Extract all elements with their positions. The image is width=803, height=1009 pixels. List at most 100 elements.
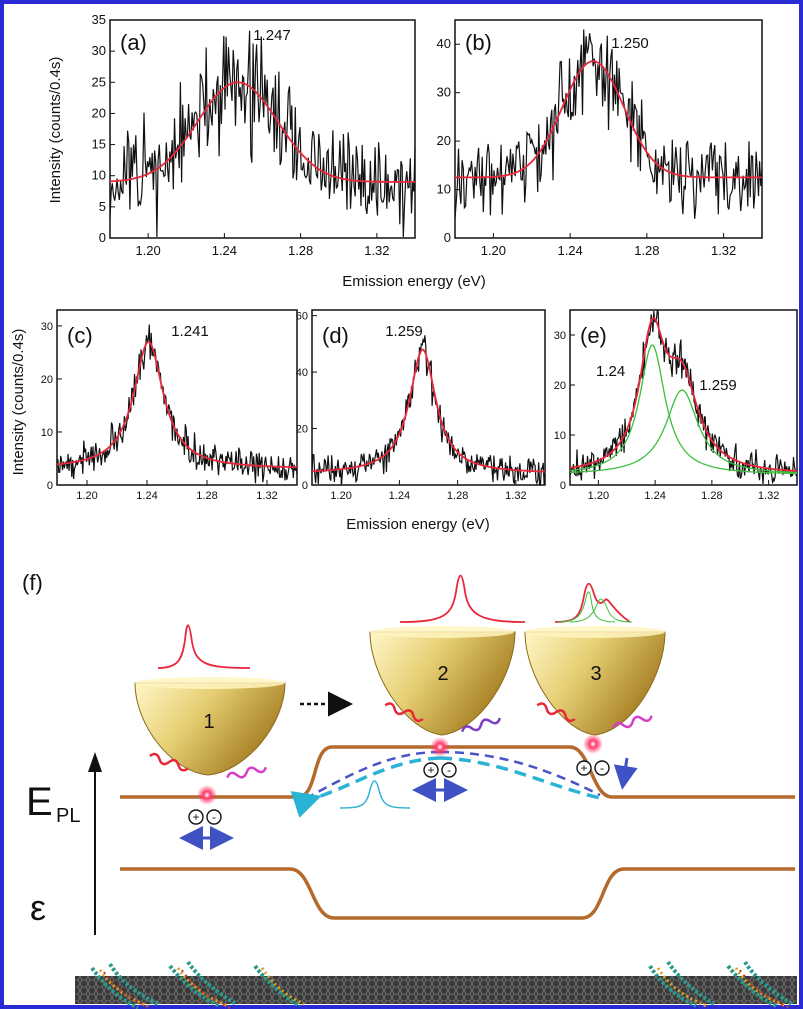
exciton-2: + -: [423, 762, 457, 778]
x-tick-label: 1.24: [389, 490, 410, 502]
fit-component-2: [570, 389, 797, 474]
x-tick-label: 1.24: [136, 490, 157, 502]
panel-label: (e): [580, 323, 607, 348]
diagram-f: (f) E PL ε 1: [22, 570, 797, 1009]
panel-b: 1.20 1.24 1.28 1.32 0 10 20 30 40 (b) 1.250: [437, 19, 763, 258]
y-tick-label: 5: [99, 199, 106, 214]
tip-2-spectrum: [399, 574, 526, 623]
nanotube-body: [75, 976, 797, 1004]
y-tick-label: 35: [92, 12, 106, 27]
y-tick-label: 60: [296, 311, 308, 323]
x-tick-label: 1.28: [288, 243, 313, 258]
tip-3-label: 3: [590, 663, 601, 685]
peak-label: 1.259: [385, 323, 423, 340]
y-tick-label: 10: [437, 182, 451, 197]
hole-3-sign: +: [580, 761, 587, 775]
x-tick-label: 1.24: [644, 490, 665, 502]
y-tick-label: 30: [92, 43, 106, 58]
hole-3: [576, 760, 592, 776]
hole-2: [423, 762, 439, 778]
y-tick-label: 40: [296, 367, 308, 379]
x-axis-label-top: Emission energy (eV): [342, 273, 485, 290]
y-tick-label: 20: [554, 380, 566, 392]
panel-d: 1.20 1.24 1.28 1.32 0 20 40 60 (d) 1.259: [296, 309, 546, 502]
data-trace: [454, 29, 763, 219]
tip-1: 1: [134, 624, 286, 850]
exciton-3: + -: [576, 760, 610, 776]
tip-3-wave-red: [536, 702, 576, 723]
epsilon-band: [120, 867, 795, 920]
fit-curve: [455, 60, 762, 179]
tip-1-label: 1: [203, 711, 214, 733]
tip-3: 3: [524, 582, 666, 790]
electron-1: [206, 809, 222, 825]
dna-strands-red: [103, 969, 791, 1009]
diffusion-path-right-cyan: [439, 756, 601, 800]
tip-3-top: [525, 626, 665, 638]
peak-label: 1.247: [253, 27, 291, 44]
hole-2-sign: +: [427, 763, 434, 777]
electron-2: [441, 762, 457, 778]
y-axis-label-bottom: Intensity (counts/0.4s): [10, 329, 27, 476]
hole-1: [188, 809, 204, 825]
x-tick-label: 1.20: [135, 243, 160, 258]
y-tick-label: 25: [92, 74, 106, 89]
data-trace: [56, 324, 298, 484]
x-tick-label: 1.20: [330, 490, 351, 502]
x-axis-label-bottom: Emission energy (eV): [346, 516, 489, 533]
tip-2-hotspot: [430, 737, 450, 757]
x-tick-label: 1.32: [758, 490, 779, 502]
y-tick-label: 30: [554, 330, 566, 342]
x-tick-label: 1.24: [212, 243, 237, 258]
tip-2-wave-purple: [461, 717, 502, 733]
tip-1-wave-magenta: [226, 766, 268, 779]
tip-2-body: [369, 631, 516, 736]
tip-3-component-1: [557, 591, 616, 623]
plot-frame: [569, 309, 798, 486]
diffusion-path-right-blue: [439, 750, 601, 797]
y-tick-label: 30: [437, 85, 451, 100]
y-tick-label: 10: [554, 430, 566, 442]
tip-1-body: [134, 682, 286, 776]
x-tick-label: 1.20: [588, 490, 609, 502]
panel-c: 1.20 1.24 1.28 1.32 0 10 20 30 (c) 1.241: [41, 309, 298, 502]
panel-label: (b): [465, 30, 492, 55]
y-tick-label: 40: [437, 36, 451, 51]
y-tick-label: 30: [41, 321, 53, 333]
hole-1-sign: +: [192, 810, 199, 824]
y-tick-label: 20: [437, 133, 451, 148]
y-tick-label: 0: [302, 480, 308, 492]
panel-label: (d): [322, 323, 349, 348]
fit-component-1: [569, 344, 797, 475]
y-tick-label: 20: [92, 105, 106, 120]
x-tick-label: 1.24: [557, 243, 582, 258]
nanotube: [75, 960, 797, 1009]
diffusion-path-left-cyan: [290, 756, 441, 818]
plot-frame: [454, 19, 763, 239]
y-axis-label-top: Intensity (counts/0.4s): [47, 57, 64, 204]
x-tick-label: 1.28: [701, 490, 722, 502]
peak-label: 1.241: [171, 323, 209, 340]
peak-label: 1.250: [611, 35, 649, 52]
y-tick-label: 0: [47, 480, 53, 492]
fit-curve: [56, 340, 297, 469]
x-tick-label: 1.32: [711, 243, 736, 258]
tip-1-spectrum: [157, 624, 251, 669]
tip-2-label: 2: [437, 663, 448, 685]
y-tick-label: 0: [444, 230, 451, 245]
data-trace: [109, 30, 416, 238]
peak-label-1: 1.24: [596, 363, 625, 380]
data-trace: [311, 335, 546, 485]
x-tick-label: 1.28: [634, 243, 659, 258]
panel-label: (c): [67, 323, 93, 348]
panel-a: 1.20 1.24 1.28 1.32 0 5 10 15 20 25 30 35 (a) 1.247: [92, 12, 416, 258]
tip-1-hotspot: [197, 785, 217, 805]
plot-frame: [56, 309, 298, 486]
epl-label-main: E: [26, 780, 53, 824]
fit-curve: [311, 348, 545, 473]
fit-curve: [110, 81, 415, 183]
electron-3: [594, 760, 610, 776]
epsilon-label: ε: [30, 887, 46, 928]
peak-label-2: 1.259: [699, 377, 737, 394]
